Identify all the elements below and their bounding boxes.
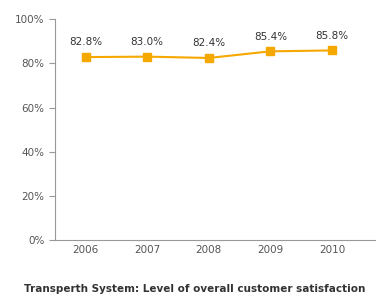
Text: 85.8%: 85.8% (316, 31, 349, 41)
Text: 82.4%: 82.4% (192, 38, 225, 48)
Text: 83.0%: 83.0% (131, 37, 164, 47)
Text: 85.4%: 85.4% (254, 31, 287, 42)
Text: 82.8%: 82.8% (69, 37, 102, 47)
Text: Transperth System: Level of overall customer satisfaction: Transperth System: Level of overall cust… (24, 284, 366, 294)
